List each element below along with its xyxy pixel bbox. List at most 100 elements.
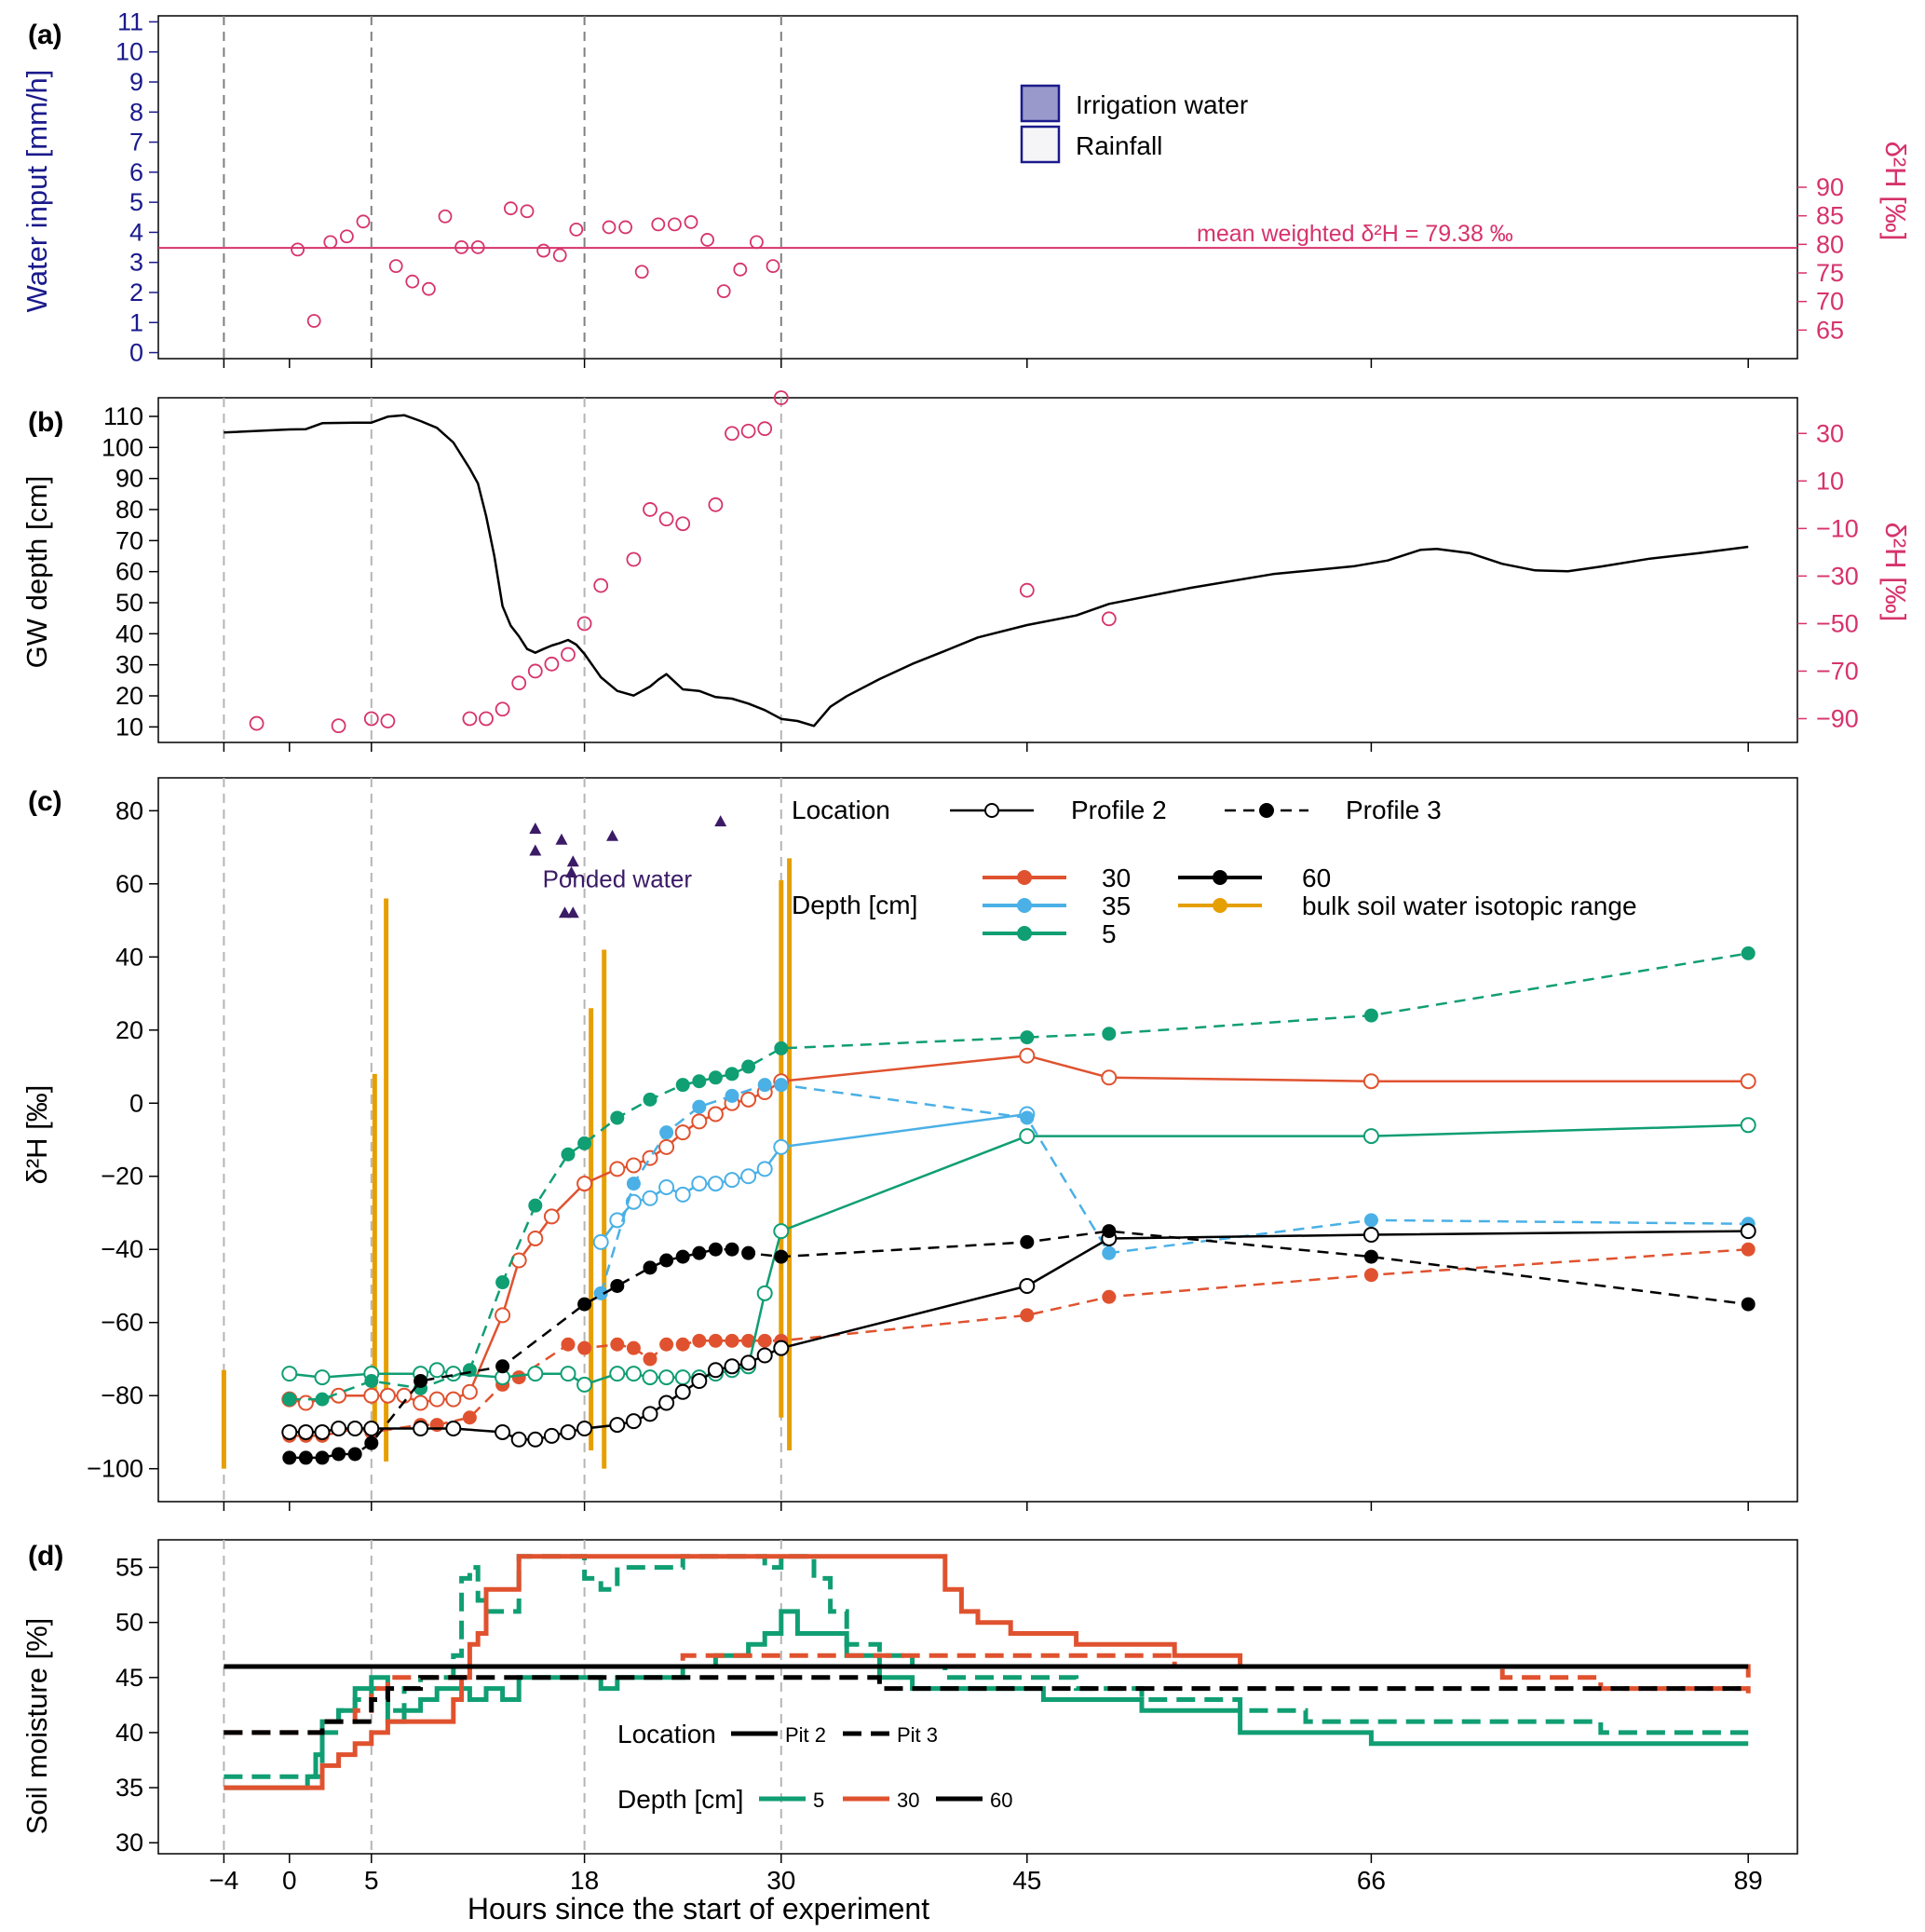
isotope-point	[642, 1190, 658, 1206]
isotope-point	[692, 1099, 707, 1114]
groundwater-isotope-point	[576, 616, 592, 632]
panel-a-ylabel: Water input [mm/h]	[20, 70, 53, 313]
legend-irrigation-swatch	[1020, 84, 1061, 123]
irrigation-isotope-point	[306, 314, 321, 328]
isotope-point	[674, 1124, 691, 1141]
panel-b-frame	[157, 397, 1798, 743]
panel-c-label: (c)	[28, 786, 62, 817]
isotope-point	[298, 1450, 313, 1465]
isotope-point	[1741, 946, 1756, 960]
groundwater-isotope-point	[331, 718, 346, 734]
groundwater-isotope-point	[511, 675, 527, 691]
isotope-point	[510, 1431, 527, 1448]
panel-b-right-ytick-label: −30	[1816, 562, 1859, 590]
irrigation-isotope-point	[684, 215, 698, 229]
panel-c-ytick-label: −20	[101, 1163, 143, 1190]
panel-a-right-ytick-label: 90	[1816, 173, 1844, 201]
isotope-point	[495, 1307, 511, 1324]
panel-b-ytick-label: 30	[115, 651, 143, 679]
panel-a-ytick-label: 11	[117, 7, 143, 35]
panel-d-ytick-label: 45	[115, 1664, 143, 1692]
legend-profile3-marker	[1259, 803, 1274, 818]
isotope-point	[331, 1421, 347, 1437]
isotope-point	[462, 1363, 477, 1378]
gw-depth-line	[224, 414, 1749, 728]
panel-d-ytick-label: 55	[115, 1554, 143, 1582]
isotope-point	[297, 1423, 314, 1440]
isotope-point	[674, 1369, 691, 1386]
groundwater-isotope-point	[363, 711, 379, 727]
legend-depth5-marker	[1017, 926, 1032, 941]
panel-b-ytick-label: 20	[115, 682, 143, 710]
panel-a-frame	[157, 15, 1798, 360]
panel-b-right-ytick-label: 30	[1816, 419, 1844, 447]
isotope-point	[511, 1370, 526, 1385]
isotope-point	[708, 1070, 723, 1085]
panel-c-ytick-label: 0	[129, 1089, 143, 1117]
isotope-point	[707, 1176, 724, 1192]
isotope-series-line	[289, 952, 1749, 1401]
isotope-point	[1020, 1234, 1035, 1249]
isotope-point	[364, 1374, 379, 1388]
groundwater-isotope-point	[740, 423, 756, 439]
irrigation-isotope-point	[356, 214, 371, 229]
isotope-point	[1362, 1227, 1379, 1244]
irrigation-isotope-point	[552, 248, 567, 263]
groundwater-isotope-point	[561, 646, 576, 662]
isotope-point	[659, 1253, 674, 1268]
legend-rainfall-swatch	[1020, 125, 1061, 164]
isotope-point	[561, 1337, 576, 1352]
legend-d-depth5-label: 5	[813, 1789, 824, 1812]
groundwater-isotope-point	[593, 578, 609, 593]
panel-a-ytick-label: 9	[129, 68, 143, 96]
isotope-point	[1740, 1073, 1756, 1090]
legend-pit2-label: Pit 2	[785, 1723, 826, 1747]
isotope-point	[577, 1340, 592, 1355]
irrigation-isotope-point	[388, 259, 403, 274]
ponded-water-marker	[606, 829, 619, 841]
x-tick-label: 5	[364, 1866, 379, 1895]
irrigation-isotope-point	[470, 239, 485, 254]
isotope-point	[379, 1387, 396, 1404]
irrigation-isotope-point	[520, 204, 535, 219]
panel-c-ytick-label: −80	[101, 1381, 143, 1409]
panel-b-right-ytick-label: 10	[1816, 467, 1844, 495]
isotope-point	[429, 1418, 444, 1433]
panel-b-right-ylabel: δ²H [‰]	[1879, 523, 1912, 622]
ponded-water-marker	[555, 833, 568, 845]
irrigation-isotope-point	[291, 242, 305, 257]
isotope-point	[658, 1369, 675, 1386]
panel-c-ytick-label: −60	[101, 1309, 143, 1337]
panel-b-ylabel: GW depth [cm]	[20, 476, 53, 669]
isotope-point	[692, 1245, 707, 1260]
isotope-point	[527, 1366, 544, 1382]
panel-b-right-ytick-label: −90	[1816, 704, 1859, 732]
isotope-point	[1019, 1277, 1036, 1294]
irrigation-isotope-point	[602, 220, 617, 235]
isotope-point	[610, 1337, 625, 1352]
legend-depth-title: Depth [cm]	[792, 891, 917, 919]
isotope-point	[281, 1366, 298, 1382]
panel-a-ytick-label: 3	[129, 249, 143, 277]
ponded-water-marker	[566, 855, 579, 867]
ponded-water-marker	[566, 906, 579, 918]
panel-b-ytick-label: 40	[115, 619, 143, 647]
panel-a-ytick-label: 5	[129, 188, 143, 216]
irrigation-isotope-point	[405, 274, 420, 289]
legend-bulk-label: bulk soil water isotopic range	[1302, 891, 1637, 920]
isotope-point	[725, 1088, 739, 1103]
panel-d-label: (d)	[28, 1541, 63, 1571]
irrigation-isotope-point	[651, 217, 666, 232]
legend-depth35-label: 35	[1102, 891, 1131, 920]
panel-d-ytick-label: 40	[115, 1719, 143, 1747]
isotope-point	[659, 1125, 674, 1140]
isotope-point	[773, 1138, 790, 1155]
legend-profile2-marker	[984, 803, 999, 818]
legend-profile2-label: Profile 2	[1071, 796, 1167, 824]
ponded-water-marker	[714, 815, 727, 827]
x-tick-label: 18	[570, 1866, 599, 1895]
isotope-series-line	[289, 1054, 1749, 1405]
legend-depth60-label: 60	[1302, 864, 1331, 892]
legend-bulk-marker	[1213, 898, 1227, 913]
